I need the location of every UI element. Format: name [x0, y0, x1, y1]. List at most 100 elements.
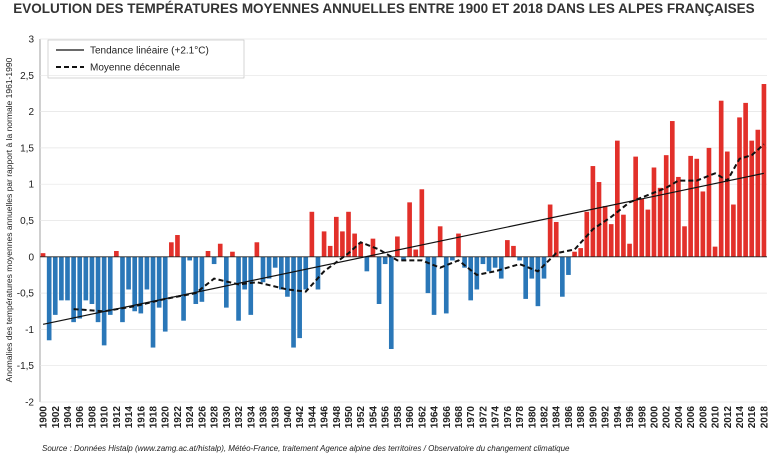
x-tick-label: 2018 — [759, 406, 769, 429]
bar — [364, 256, 370, 272]
y-tick-label: 2 — [28, 107, 34, 118]
bar — [663, 155, 669, 257]
bar — [517, 256, 522, 261]
bar — [682, 226, 687, 257]
bar — [327, 245, 333, 257]
x-tick-label: 1928 — [210, 406, 221, 429]
bar — [486, 256, 492, 272]
bar — [468, 256, 474, 301]
bar — [651, 167, 657, 257]
bar — [694, 158, 700, 257]
x-tick-label: 1910 — [100, 406, 111, 429]
x-tick-label: 1950 — [344, 406, 355, 429]
legend-label: Moyenne décennale — [90, 63, 181, 74]
bar — [669, 121, 675, 257]
bar — [40, 253, 46, 257]
bar — [706, 147, 712, 257]
x-tick-label: 1988 — [576, 406, 587, 429]
x-tick-label: 2012 — [723, 406, 734, 429]
bar — [749, 140, 755, 257]
bar — [627, 243, 632, 257]
bar — [199, 256, 205, 302]
bar — [523, 256, 529, 299]
x-tick-label: 1942 — [295, 406, 306, 429]
bar — [187, 256, 192, 261]
x-tick-label: 1934 — [246, 406, 257, 429]
bar — [529, 256, 535, 279]
x-tick-label: 1908 — [87, 406, 98, 429]
y-tick-label: 0,5 — [20, 216, 34, 227]
bar — [718, 100, 724, 257]
bar — [211, 256, 217, 265]
bar — [230, 251, 235, 257]
bar — [89, 256, 95, 304]
bar — [553, 221, 559, 257]
bar — [278, 256, 284, 290]
x-tick-label: 1948 — [332, 406, 343, 429]
bar — [272, 256, 278, 268]
x-tick-label: 1930 — [222, 406, 233, 429]
bar — [645, 209, 651, 257]
x-tick-label: 1976 — [503, 406, 514, 429]
bar — [395, 236, 400, 257]
bar — [615, 140, 620, 257]
x-tick-label: 1946 — [320, 406, 331, 429]
bar — [340, 231, 345, 257]
bar — [71, 256, 76, 323]
bar — [77, 256, 83, 319]
x-tick-label: 1960 — [405, 406, 416, 429]
x-tick-label: 2002 — [662, 406, 673, 429]
bar — [382, 256, 388, 265]
bar — [315, 256, 321, 290]
bar — [285, 256, 290, 297]
x-tick-label: 1938 — [271, 406, 282, 429]
y-tick-label: -2 — [25, 398, 34, 409]
bar — [59, 256, 64, 301]
x-tick-label: 1916 — [136, 406, 147, 429]
bar — [138, 256, 144, 314]
bar — [743, 102, 748, 257]
x-tick-label: 1904 — [63, 406, 74, 429]
x-tick-label: 1956 — [381, 406, 392, 429]
bar — [413, 249, 419, 257]
bar — [505, 240, 510, 257]
chart-title: EVOLUTION DES TEMPÉRATURES MOYENNES ANNU… — [13, 1, 754, 16]
y-tick-label: -1,5 — [17, 361, 35, 372]
y-tick-label: 3 — [28, 35, 34, 46]
bar — [657, 187, 663, 257]
bar — [376, 256, 382, 304]
bar — [560, 256, 565, 297]
x-tick-label: 1978 — [515, 406, 526, 429]
bar — [52, 256, 58, 315]
x-tick-label: 1918 — [149, 406, 160, 429]
bar — [456, 233, 461, 257]
x-tick-label: 1912 — [112, 406, 123, 429]
bar — [156, 256, 162, 308]
bar — [541, 256, 547, 279]
x-tick-label: 1920 — [161, 406, 172, 429]
bar — [297, 256, 302, 339]
bar — [761, 84, 767, 257]
bar — [346, 211, 351, 257]
bar — [633, 156, 638, 257]
x-tick-label: 1980 — [527, 406, 538, 429]
y-tick-label: 0 — [28, 252, 34, 263]
bar — [584, 211, 590, 257]
bar — [511, 245, 516, 257]
bar — [547, 204, 553, 257]
bar — [162, 256, 168, 332]
x-tick-label: 1900 — [39, 406, 50, 429]
bar — [388, 256, 394, 350]
bar — [492, 256, 498, 268]
bar — [602, 205, 608, 257]
x-tick-label: 1982 — [540, 406, 551, 429]
x-tick-label: 1968 — [454, 406, 465, 429]
bar — [132, 256, 138, 312]
bar — [107, 256, 113, 315]
x-tick-label: 1974 — [491, 406, 502, 429]
y-tick-label: 1,5 — [20, 143, 34, 154]
bar — [755, 129, 761, 257]
bar — [596, 182, 602, 257]
bar — [462, 256, 467, 268]
legend-label: Tendance linéaire (+2.1°C) — [90, 46, 209, 57]
